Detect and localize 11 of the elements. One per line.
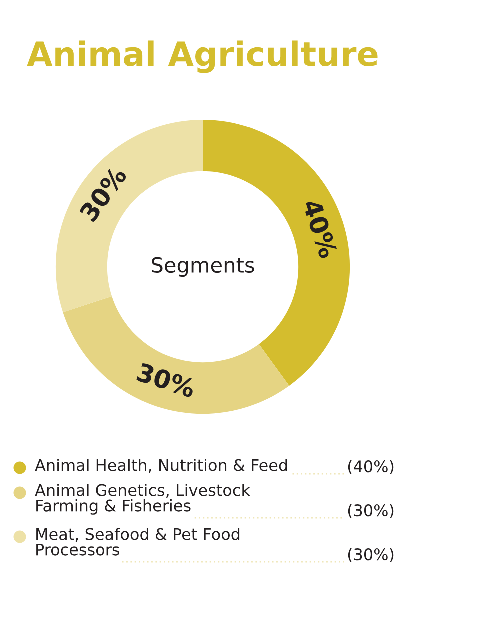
donut-slice: [63, 296, 290, 414]
chart-title: Animal Agriculture: [27, 40, 378, 74]
legend-label: Animal Genetics, Livestock Farming & Fisheries: [35, 484, 250, 515]
text: (30%): [348, 548, 394, 563]
text: (40%): [348, 460, 394, 475]
legend-label: Animal Health, Nutrition & Feed: [35, 459, 288, 473]
data-label: 30%: [136, 362, 197, 398]
text: Segments: [152, 257, 254, 278]
text: (30%): [348, 504, 394, 519]
data-label: 40%: [302, 198, 338, 260]
legend-label: Meat, Seafood & Pet Food Processors: [36, 528, 240, 556]
